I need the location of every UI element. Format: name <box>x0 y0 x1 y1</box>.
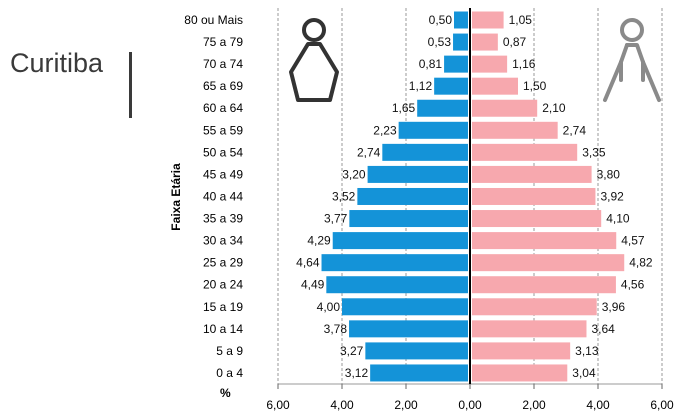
data-label-male: 0,50 <box>429 13 453 27</box>
bar-male <box>357 187 468 205</box>
bar-female <box>472 342 571 360</box>
data-label-male: 4,00 <box>317 300 341 314</box>
bar-male <box>349 320 468 338</box>
female-figure-icon <box>603 18 661 102</box>
x-tick-label: 2,00 <box>394 398 418 412</box>
bar-male <box>398 121 468 139</box>
data-label-female: 4,57 <box>621 234 645 248</box>
category-label: 80 ou Mais <box>184 13 243 27</box>
data-label-female: 1,05 <box>509 13 533 27</box>
data-label-male: 4,64 <box>296 256 320 270</box>
bar-female <box>472 11 504 29</box>
category-label: 60 a 64 <box>203 101 243 115</box>
bar-female <box>472 298 597 316</box>
category-label: 50 a 54 <box>203 145 243 159</box>
chart-title: Curitiba <box>10 48 104 78</box>
bar-male <box>434 77 468 95</box>
category-label: 55 a 59 <box>203 123 243 137</box>
category-label: 70 a 74 <box>203 57 243 71</box>
data-label-female: 2,74 <box>563 123 587 137</box>
data-label-female: 3,80 <box>597 167 621 181</box>
bar-male <box>453 33 468 51</box>
y-axis-label: Faixa Etária <box>169 163 183 231</box>
x-tick-label: 2,00 <box>522 398 546 412</box>
bar-female <box>472 320 587 338</box>
data-label-female: 3,35 <box>582 145 606 159</box>
bar-male <box>365 342 468 360</box>
bar-female <box>472 99 538 117</box>
x-tick-label: 6,00 <box>650 398 674 412</box>
data-label-female: 4,82 <box>629 256 653 270</box>
data-label-male: 3,27 <box>340 344 364 358</box>
title-divider <box>129 52 132 118</box>
bar-female <box>472 143 578 161</box>
data-label-male: 3,52 <box>332 189 356 203</box>
data-label-male: 1,12 <box>409 79 433 93</box>
data-label-female: 4,10 <box>606 212 630 226</box>
bar-male <box>382 143 468 161</box>
category-label: 65 a 69 <box>203 79 243 93</box>
data-label-male: 2,74 <box>357 145 381 159</box>
bar-male <box>326 276 468 294</box>
data-label-female: 3,64 <box>591 322 615 336</box>
data-label-female: 4,56 <box>621 278 645 292</box>
bar-male <box>367 165 468 183</box>
data-label-female: 3,04 <box>572 366 596 380</box>
data-label-female: 3,92 <box>600 189 624 203</box>
data-label-male: 2,23 <box>373 123 397 137</box>
data-label-female: 0,87 <box>503 35 527 49</box>
bar-female <box>472 364 568 382</box>
data-label-male: 4,49 <box>301 278 325 292</box>
category-label: 45 a 49 <box>203 167 243 181</box>
x-axis-label: % <box>220 386 231 400</box>
bar-male <box>332 232 468 250</box>
bar-female <box>472 254 625 272</box>
bar-female <box>472 55 508 73</box>
data-label-male: 3,77 <box>324 212 348 226</box>
category-label: 5 a 9 <box>216 344 243 358</box>
bar-female <box>472 276 616 294</box>
category-label: 0 a 4 <box>216 366 243 380</box>
bar-female <box>472 232 617 250</box>
x-tick-label: 4,00 <box>330 398 354 412</box>
category-label: 30 a 34 <box>203 234 243 248</box>
data-label-female: 1,16 <box>512 57 536 71</box>
bar-male <box>370 364 468 382</box>
bar-male <box>349 210 468 228</box>
bar-female <box>472 210 602 228</box>
bar-female <box>472 165 592 183</box>
data-label-male: 0,81 <box>419 57 443 71</box>
data-label-male: 0,53 <box>428 35 452 49</box>
category-label: 75 a 79 <box>203 35 243 49</box>
data-label-female: 3,96 <box>602 300 626 314</box>
category-label: 40 a 44 <box>203 189 243 203</box>
data-label-male: 3,20 <box>342 167 366 181</box>
bar-male <box>417 99 468 117</box>
category-label: 25 a 29 <box>203 256 243 270</box>
category-label: 15 a 19 <box>203 300 243 314</box>
x-tick-label: 0,00 <box>458 398 482 412</box>
data-label-male: 4,29 <box>307 234 331 248</box>
data-label-female: 1,50 <box>523 79 547 93</box>
bar-female <box>472 77 518 95</box>
bar-male <box>454 11 468 29</box>
male-figure-icon <box>289 18 339 102</box>
category-label: 35 a 39 <box>203 212 243 226</box>
x-tick-label: 4,00 <box>586 398 610 412</box>
bar-female <box>472 121 558 139</box>
data-label-female: 3,13 <box>575 344 599 358</box>
category-label: 20 a 24 <box>203 278 243 292</box>
bar-male <box>342 298 468 316</box>
data-label-male: 3,12 <box>345 366 369 380</box>
category-label: 10 a 14 <box>203 322 243 336</box>
data-label-male: 3,78 <box>324 322 348 336</box>
bar-female <box>472 187 596 205</box>
bar-female <box>472 33 498 51</box>
bar-male <box>444 55 468 73</box>
data-label-male: 1,65 <box>392 101 416 115</box>
data-label-female: 2,10 <box>542 101 566 115</box>
x-tick-label: 6,00 <box>266 398 290 412</box>
bar-male <box>321 254 468 272</box>
